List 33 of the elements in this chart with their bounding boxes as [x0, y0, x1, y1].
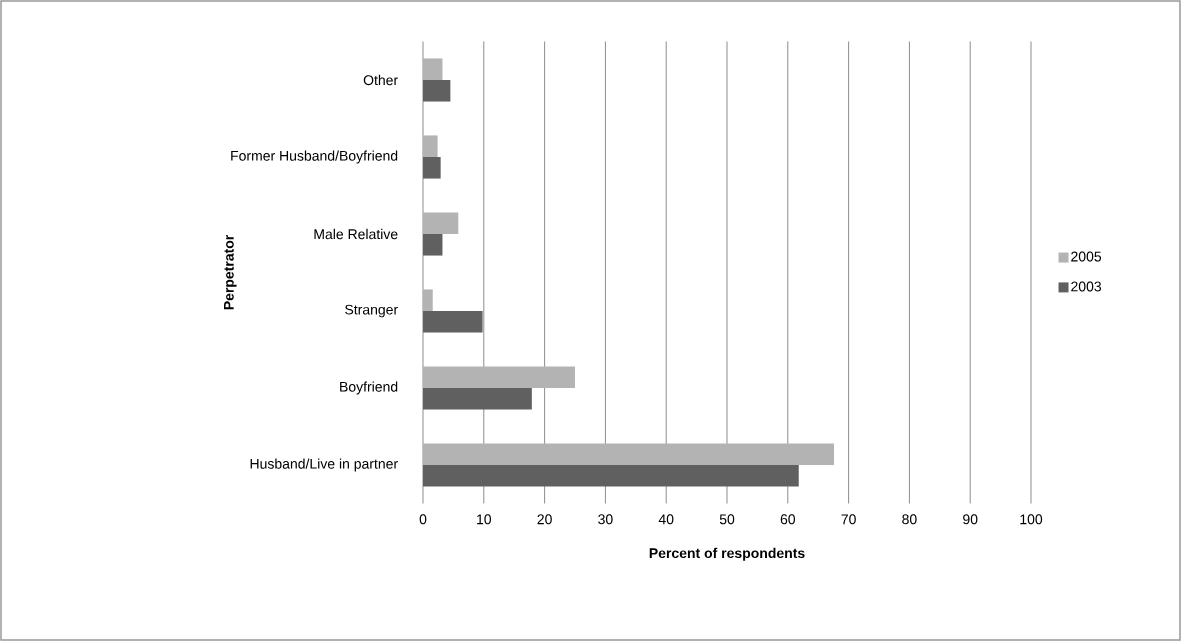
- y-tick-label: Other: [363, 74, 398, 86]
- bar: [423, 366, 576, 388]
- bar: [423, 387, 532, 410]
- bar: [423, 443, 835, 465]
- y-tick-label: Husband/Live in partner: [250, 458, 398, 472]
- bar: [423, 79, 451, 102]
- bar: [423, 156, 441, 179]
- bar: [423, 464, 799, 487]
- x-tick-label: 80: [902, 514, 917, 525]
- bar: [423, 135, 438, 157]
- y-tick-label: Boyfriend: [340, 381, 398, 395]
- y-tick-label: Former Husband/Boyfriend: [231, 150, 398, 164]
- bar: [423, 58, 443, 80]
- x-tick-label: 30: [598, 514, 613, 525]
- x-tick-label: 60: [780, 514, 796, 525]
- x-axis-title: Percent of respondents: [649, 547, 805, 561]
- y-tick-label: Male Relative: [314, 228, 398, 240]
- x-tick-label: 100: [1020, 514, 1043, 525]
- bar: [423, 233, 443, 256]
- legend-label: 2003: [1071, 281, 1102, 292]
- x-tick-label: 70: [841, 514, 856, 525]
- x-tick-label: 90: [963, 514, 978, 525]
- x-tick-label: 10: [477, 514, 492, 525]
- y-tick-label: Stranger: [345, 304, 398, 318]
- legend-label: 2005: [1071, 251, 1102, 262]
- x-tick-label: 20: [537, 514, 552, 525]
- y-axis-title: Perpetrator: [224, 234, 237, 310]
- bar: [423, 310, 483, 333]
- bar: [423, 212, 459, 234]
- bar: [423, 289, 433, 311]
- x-tick-label: 40: [658, 514, 674, 525]
- x-tick-label: 0: [419, 514, 427, 525]
- x-tick-label: 50: [719, 514, 735, 525]
